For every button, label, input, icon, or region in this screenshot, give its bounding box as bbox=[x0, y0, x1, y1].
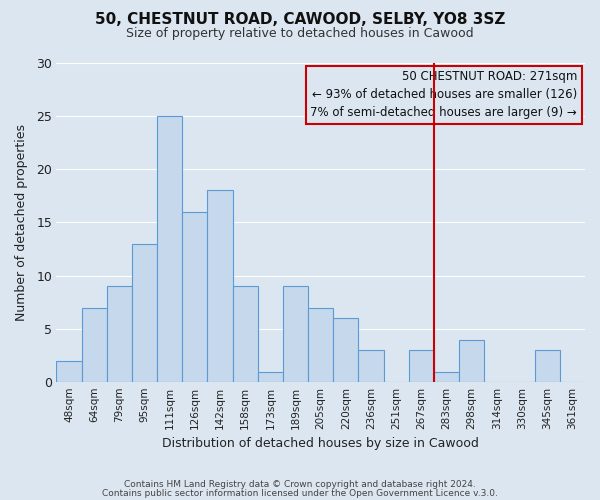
Bar bbox=[182, 212, 208, 382]
Bar bbox=[434, 372, 459, 382]
X-axis label: Distribution of detached houses by size in Cawood: Distribution of detached houses by size … bbox=[162, 437, 479, 450]
Bar bbox=[82, 308, 107, 382]
Bar bbox=[56, 361, 82, 382]
Bar bbox=[535, 350, 560, 382]
Bar bbox=[208, 190, 233, 382]
Bar bbox=[409, 350, 434, 382]
Bar bbox=[333, 318, 358, 382]
Bar bbox=[157, 116, 182, 382]
Bar bbox=[358, 350, 383, 382]
Bar bbox=[308, 308, 333, 382]
Text: Size of property relative to detached houses in Cawood: Size of property relative to detached ho… bbox=[126, 28, 474, 40]
Text: 50, CHESTNUT ROAD, CAWOOD, SELBY, YO8 3SZ: 50, CHESTNUT ROAD, CAWOOD, SELBY, YO8 3S… bbox=[95, 12, 505, 28]
Y-axis label: Number of detached properties: Number of detached properties bbox=[15, 124, 28, 321]
Bar bbox=[459, 340, 484, 382]
Text: 50 CHESTNUT ROAD: 271sqm
← 93% of detached houses are smaller (126)
7% of semi-d: 50 CHESTNUT ROAD: 271sqm ← 93% of detach… bbox=[310, 70, 577, 120]
Text: Contains public sector information licensed under the Open Government Licence v.: Contains public sector information licen… bbox=[102, 488, 498, 498]
Bar bbox=[233, 286, 258, 382]
Bar bbox=[258, 372, 283, 382]
Text: Contains HM Land Registry data © Crown copyright and database right 2024.: Contains HM Land Registry data © Crown c… bbox=[124, 480, 476, 489]
Bar bbox=[107, 286, 132, 382]
Bar bbox=[283, 286, 308, 382]
Bar bbox=[132, 244, 157, 382]
